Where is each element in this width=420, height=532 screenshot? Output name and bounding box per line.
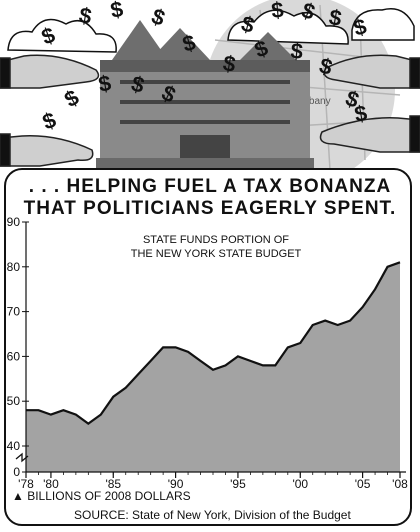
headline: . . . HELPING FUEL A TAX BONANZA THAT PO… (0, 176, 420, 220)
x-tick-label: '08 (392, 477, 408, 491)
dollar-sign-icon: $ (290, 38, 304, 64)
chart-title: STATE FUNDS PORTION OF (143, 234, 289, 246)
cloud-icon (7, 8, 415, 53)
area-series-line (26, 261, 401, 425)
x-tick-label: '85 (105, 477, 121, 491)
dollar-sign-icon: $ (97, 70, 113, 97)
map-label: Albany (300, 96, 331, 107)
y-tick-label: 90 (7, 215, 21, 229)
source-note: SOURCE: State of New York, Division of t… (74, 508, 351, 522)
dollar-sign-icon: $ (353, 100, 369, 127)
header-illustration: Albany $$ $ $$$$ $ $$$$ $ $ $$$ $$$$ (0, 0, 420, 176)
dollar-sign-icon: $ (327, 4, 343, 31)
x-tick-label: '80 (43, 477, 59, 491)
y-tick-label: 50 (7, 394, 21, 408)
x-tick-label: '95 (230, 477, 246, 491)
dollar-sign-icon: $ (109, 0, 125, 23)
x-tick-label: '90 (168, 477, 184, 491)
y-tick-label: 70 (7, 305, 21, 319)
y-tick-label: 40 (7, 439, 21, 453)
capitol-building-icon (96, 20, 314, 168)
chart-subtitle: THE NEW YORK STATE BUDGET (131, 248, 302, 260)
dollar-sign-icon: $ (77, 2, 93, 29)
unit-note: ▲ BILLIONS OF 2008 DOLLARS (12, 489, 191, 503)
headline-line-1: . . . HELPING FUEL A TAX BONANZA (28, 176, 392, 197)
y-tick-label: 80 (7, 260, 21, 274)
y-tick-label: 60 (7, 349, 21, 363)
axis-break-mark (15, 452, 29, 463)
x-tick-label: '00 (292, 477, 308, 491)
area-series-fill (26, 262, 400, 472)
hand-offering-icon (0, 54, 420, 167)
x-tick-label: '05 (355, 477, 371, 491)
y-tick-label: 0 (13, 465, 20, 479)
dollar-sign-icon: $ (270, 0, 284, 23)
dollar-sign-icon: $ (221, 50, 237, 77)
x-tick-label: '78 (18, 477, 34, 491)
headline-line-2: THAT POLITICIANS EAGERLY SPENT. (23, 198, 397, 219)
